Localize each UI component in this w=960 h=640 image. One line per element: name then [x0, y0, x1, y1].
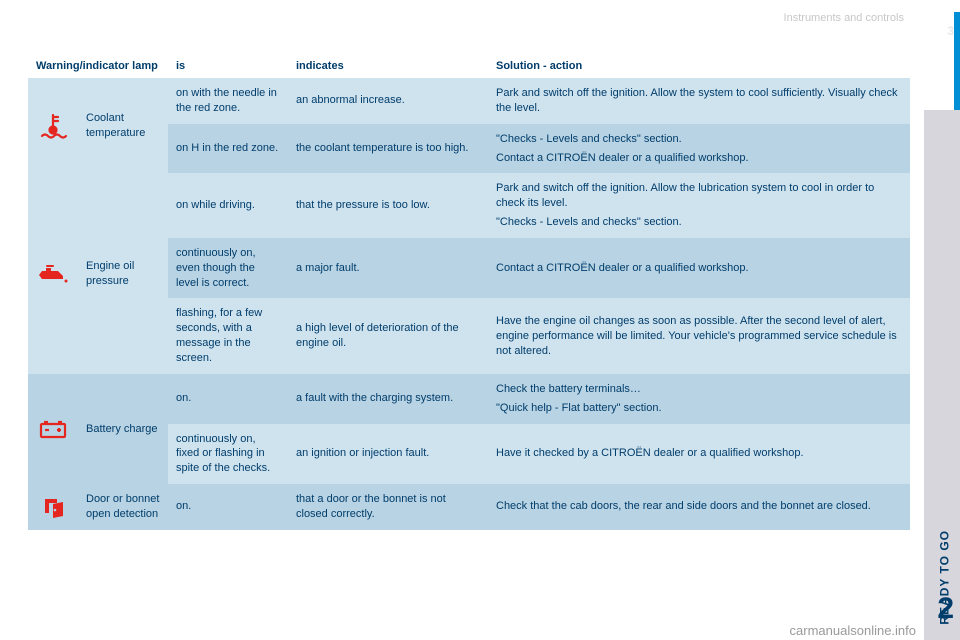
- cell-indicates: the coolant temperature is too high.: [288, 124, 488, 174]
- cell-indicates: a fault with the charging system.: [288, 374, 488, 424]
- door-open-icon: [39, 493, 67, 521]
- chapter-number: 2: [937, 592, 954, 626]
- footer-watermark: carmanualsonline.info: [788, 623, 918, 638]
- battery-icon: [38, 418, 68, 440]
- cell-indicates: a major fault.: [288, 238, 488, 299]
- cell-is: on while driving.: [168, 173, 288, 238]
- cell-is: continuously on, fixed or flashing in sp…: [168, 424, 288, 485]
- cell-is: on.: [168, 374, 288, 424]
- table-row: Battery charge on. a fault with the char…: [28, 374, 910, 424]
- page-corner-mark: 3: [947, 24, 954, 38]
- cell-indicates: an abnormal increase.: [288, 78, 488, 124]
- cell-indicates: an ignition or injection fault.: [288, 424, 488, 485]
- solution-line2: Contact a CITROËN dealer or a qualified …: [496, 151, 902, 166]
- cell-is: on.: [168, 484, 288, 530]
- table-row: Door or bonnet open detection on. that a…: [28, 484, 910, 530]
- cell-is: on H in the red zone.: [168, 124, 288, 174]
- cell-solution: Have the engine oil changes as soon as p…: [488, 298, 910, 373]
- group-label: Coolant temperature: [78, 78, 168, 173]
- cell-solution: Check that the cab doors, the rear and s…: [488, 484, 910, 530]
- group-label: Battery charge: [78, 374, 168, 484]
- solution-line2: "Quick help - Flat battery" section.: [496, 401, 902, 416]
- col-header-lamp: Warning/indicator lamp: [28, 54, 168, 78]
- icon-cell: [28, 374, 78, 484]
- cell-solution: Park and switch off the ignition. Allow …: [488, 173, 910, 238]
- solution-line2: "Checks - Levels and checks" section.: [496, 215, 902, 230]
- table-header-row: Warning/indicator lamp is indicates Solu…: [28, 54, 910, 78]
- cell-solution: Have it checked by a CITROËN dealer or a…: [488, 424, 910, 485]
- icon-cell: [28, 484, 78, 530]
- cell-is: continuously on, even though the level i…: [168, 238, 288, 299]
- cell-solution: Check the battery terminals… "Quick help…: [488, 374, 910, 424]
- cell-indicates: a high level of deterioration of the eng…: [288, 298, 488, 373]
- group-label: Engine oil pressure: [78, 173, 168, 373]
- group-label: Door or bonnet open detection: [78, 484, 168, 530]
- page-content: Instruments and controls Warning/indicat…: [28, 12, 910, 628]
- cell-indicates: that the pressure is too low.: [288, 173, 488, 238]
- cell-solution: Park and switch off the ignition. Allow …: [488, 78, 910, 124]
- col-header-indicates: indicates: [288, 54, 488, 78]
- accent-strip: [954, 12, 960, 110]
- solution-line1: Park and switch off the ignition. Allow …: [496, 182, 874, 209]
- icon-cell: [28, 78, 78, 173]
- table-row: Engine oil pressure on while driving. th…: [28, 173, 910, 238]
- coolant-temp-icon: [38, 111, 68, 141]
- table-row: Coolant temperature on with the needle i…: [28, 78, 910, 124]
- cell-indicates: that a door or the bonnet is not closed …: [288, 484, 488, 530]
- col-header-is: is: [168, 54, 288, 78]
- solution-line1: Check the battery terminals…: [496, 383, 641, 395]
- cell-solution: Contact a CITROËN dealer or a qualified …: [488, 238, 910, 299]
- breadcrumb: Instruments and controls: [28, 12, 910, 24]
- solution-line1: "Checks - Levels and checks" section.: [496, 133, 682, 145]
- cell-solution: "Checks - Levels and checks" section. Co…: [488, 124, 910, 174]
- col-header-solution: Solution - action: [488, 54, 910, 78]
- warning-lamp-table: Warning/indicator lamp is indicates Solu…: [28, 54, 910, 530]
- cell-is: on with the needle in the red zone.: [168, 78, 288, 124]
- icon-cell: [28, 173, 78, 373]
- cell-is: flashing, for a few seconds, with a mess…: [168, 298, 288, 373]
- oil-pressure-icon: [36, 263, 70, 285]
